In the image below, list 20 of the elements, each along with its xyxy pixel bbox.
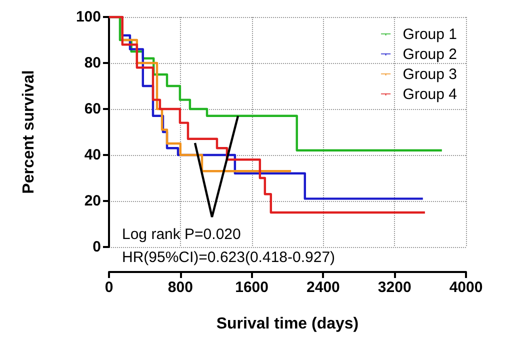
text: HR(95%CI)=0.623(0.418-0.927) — [122, 249, 336, 266]
legend-label: Group 1 — [402, 26, 458, 43]
y-tick-label: 60 — [84, 100, 101, 118]
x-tick-label: 800 — [168, 279, 193, 296]
x-tick-label: 0 — [104, 279, 114, 296]
y-tick-label: 100 — [76, 8, 101, 26]
legend-label: Group 4 — [402, 86, 458, 103]
x-tick-label: 2400 — [306, 279, 340, 296]
x-tick-label: 4000 — [449, 279, 483, 296]
legend-label: Group 2 — [402, 46, 458, 63]
x-axis-title: Surival time (days) — [216, 316, 359, 332]
y-tick-label: 40 — [84, 146, 101, 164]
x-tick-label: 1600 — [235, 279, 268, 296]
y-tick-label: 20 — [84, 192, 101, 210]
annotation: Log rank P=0.020 — [122, 226, 241, 243]
x-tick-label: 3200 — [378, 279, 412, 296]
y-tick-label: 80 — [84, 54, 101, 72]
y-tick-label: 0 — [92, 238, 101, 256]
legend-label: Group 3 — [402, 66, 458, 83]
y-axis-title: Percent survival — [20, 70, 38, 194]
